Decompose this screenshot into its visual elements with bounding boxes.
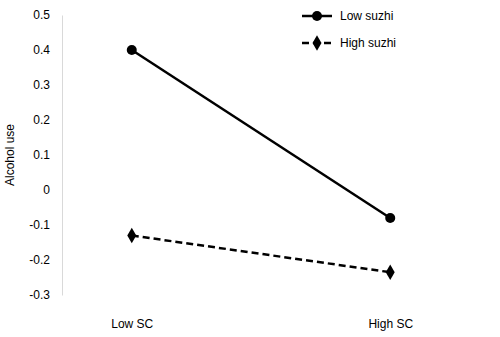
y-tick: 0.3	[33, 78, 62, 92]
x-tick: Low SC	[111, 305, 153, 331]
y-tick: 0.4	[33, 43, 62, 57]
legend: Low suzhi High suzhi	[302, 9, 396, 51]
y-axis-line	[62, 16, 63, 296]
y-tick-label: 0.5	[33, 8, 50, 22]
x-axis: Low SC High SC	[111, 305, 413, 331]
y-axis: -0.3 -0.2 -0.1 0 0.1 0.2 0.3 0.4 0.5	[29, 8, 62, 302]
series-line	[132, 50, 390, 218]
y-tick: -0.1	[29, 218, 62, 232]
y-tick: 0.1	[33, 148, 62, 162]
series-marker	[127, 228, 136, 244]
y-tick: 0	[43, 183, 62, 197]
y-tick-label: -0.1	[29, 218, 50, 232]
y-tick: 0.5	[33, 8, 62, 22]
chart: -0.3 -0.2 -0.1 0 0.1 0.2 0.3 0.4 0.5 Low SC High S…	[0, 0, 500, 337]
y-tick-label: 0.4	[33, 43, 50, 57]
x-tick-label: Low SC	[111, 317, 153, 331]
legend-marker	[313, 35, 322, 51]
y-axis-title: Alcohol use	[3, 124, 17, 186]
y-tick-label: -0.2	[29, 253, 50, 267]
y-tick-label: 0.3	[33, 78, 50, 92]
series-marker	[385, 213, 395, 223]
y-tick-label: 0.1	[33, 148, 50, 162]
series-marker	[127, 45, 137, 55]
legend-marker	[312, 11, 322, 21]
x-tick: High SC	[368, 305, 413, 331]
y-tick-label: 0.2	[33, 113, 50, 127]
y-tick-label: -0.3	[29, 288, 50, 302]
y-tick: 0.2	[33, 113, 62, 127]
plot-area	[127, 45, 395, 280]
x-tick-label: High SC	[368, 317, 413, 331]
y-tick-label: 0	[43, 183, 50, 197]
y-tick: -0.3	[29, 288, 62, 302]
series-line	[132, 236, 390, 273]
legend-label: Low suzhi	[340, 9, 393, 23]
series-marker	[386, 264, 395, 280]
legend-label: High suzhi	[340, 36, 396, 50]
y-tick: -0.2	[29, 253, 62, 267]
